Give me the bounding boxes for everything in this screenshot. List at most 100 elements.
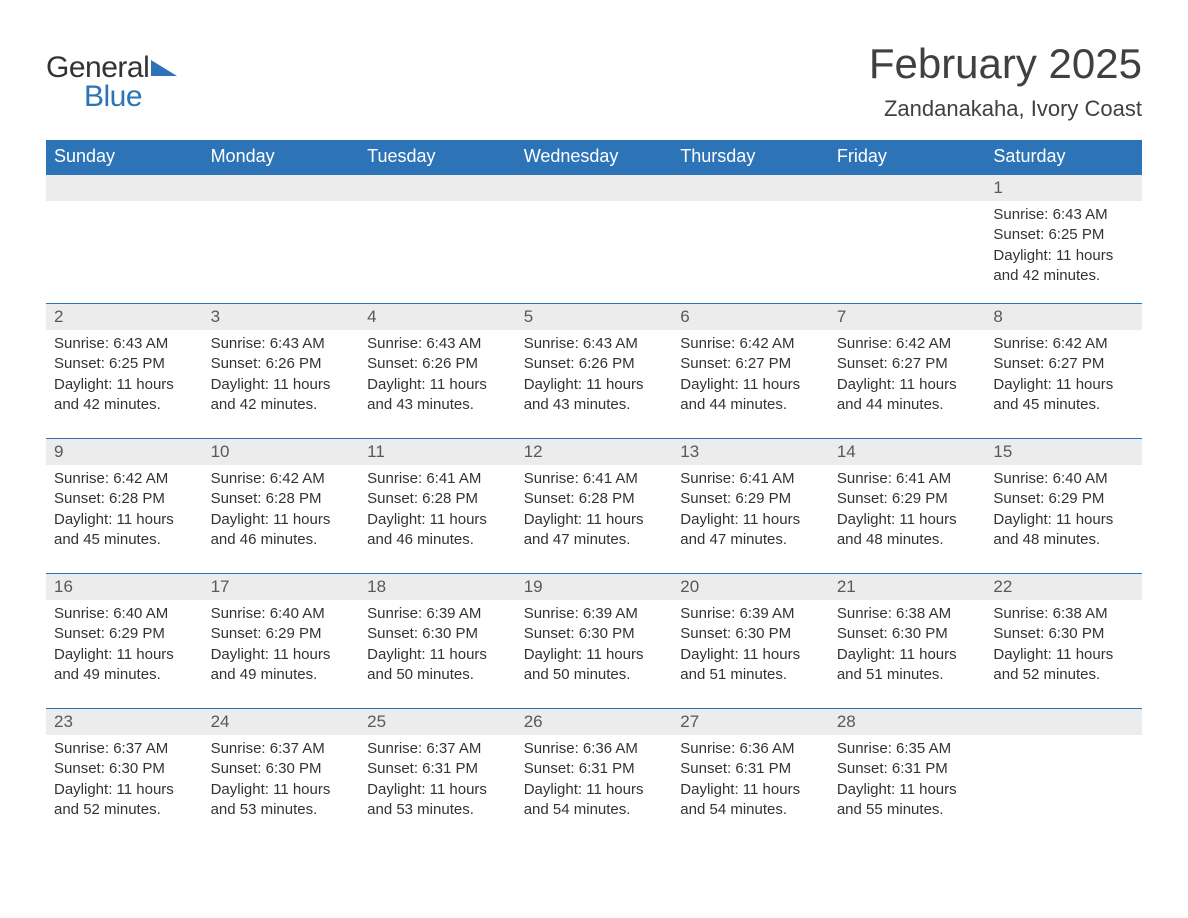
sunset-text: Sunset: 6:30 PM bbox=[680, 624, 821, 644]
daylight-text: Daylight: 11 hours and 48 minutes. bbox=[993, 510, 1134, 551]
sunrise-text: Sunrise: 6:42 AM bbox=[993, 334, 1134, 354]
day-number: 4 bbox=[359, 304, 516, 330]
sunset-text: Sunset: 6:31 PM bbox=[837, 759, 978, 779]
day-cell: 9 Sunrise: 6:42 AMSunset: 6:28 PMDaylight… bbox=[46, 439, 203, 573]
day-number bbox=[46, 175, 203, 201]
week-row: 2Sunrise: 6:43 AMSunset: 6:25 PMDaylight… bbox=[46, 303, 1142, 438]
daylight-text: Daylight: 11 hours and 54 minutes. bbox=[524, 780, 665, 821]
day-number: 14 bbox=[829, 439, 986, 465]
day-number bbox=[203, 175, 360, 201]
day-detail: Sunrise: 6:41 AMSunset: 6:28 PMDaylight:… bbox=[367, 469, 508, 550]
daylight-text: Daylight: 11 hours and 55 minutes. bbox=[837, 780, 978, 821]
sunrise-text: Sunrise: 6:41 AM bbox=[524, 469, 665, 489]
sunset-text: Sunset: 6:30 PM bbox=[367, 624, 508, 644]
daylight-text: Daylight: 11 hours and 50 minutes. bbox=[524, 645, 665, 686]
day-detail: Sunrise: 6:36 AMSunset: 6:31 PMDaylight:… bbox=[524, 739, 665, 820]
sunrise-text: Sunrise: 6:38 AM bbox=[993, 604, 1134, 624]
sunset-text: Sunset: 6:31 PM bbox=[367, 759, 508, 779]
sunset-text: Sunset: 6:29 PM bbox=[837, 489, 978, 509]
sunset-text: Sunset: 6:27 PM bbox=[993, 354, 1134, 374]
sunrise-text: Sunrise: 6:42 AM bbox=[54, 469, 195, 489]
day-cell bbox=[359, 175, 516, 303]
day-cell bbox=[203, 175, 360, 303]
daylight-text: Daylight: 11 hours and 53 minutes. bbox=[211, 780, 352, 821]
day-cell bbox=[985, 709, 1142, 843]
sunrise-text: Sunrise: 6:37 AM bbox=[211, 739, 352, 759]
daylight-text: Daylight: 11 hours and 45 minutes. bbox=[993, 375, 1134, 416]
sunset-text: Sunset: 6:31 PM bbox=[524, 759, 665, 779]
location: Zandanakaha, Ivory Coast bbox=[869, 96, 1142, 122]
sunset-text: Sunset: 6:29 PM bbox=[680, 489, 821, 509]
day-cell: 14 Sunrise: 6:41 AMSunset: 6:29 PMDayligh… bbox=[829, 439, 986, 573]
daylight-text: Daylight: 11 hours and 53 minutes. bbox=[367, 780, 508, 821]
sunset-text: Sunset: 6:29 PM bbox=[54, 624, 195, 644]
daylight-text: Daylight: 11 hours and 48 minutes. bbox=[837, 510, 978, 551]
day-detail: Sunrise: 6:42 AMSunset: 6:27 PMDaylight:… bbox=[993, 334, 1134, 415]
day-number: 22 bbox=[985, 574, 1142, 600]
sunset-text: Sunset: 6:27 PM bbox=[837, 354, 978, 374]
daylight-text: Daylight: 11 hours and 51 minutes. bbox=[680, 645, 821, 686]
day-detail: Sunrise: 6:43 AMSunset: 6:26 PMDaylight:… bbox=[524, 334, 665, 415]
day-cell bbox=[46, 175, 203, 303]
day-detail: Sunrise: 6:41 AMSunset: 6:28 PMDaylight:… bbox=[524, 469, 665, 550]
day-cell: 11 Sunrise: 6:41 AMSunset: 6:28 PMDayligh… bbox=[359, 439, 516, 573]
daylight-text: Daylight: 11 hours and 42 minutes. bbox=[54, 375, 195, 416]
day-number: 10 bbox=[203, 439, 360, 465]
day-number: 3 bbox=[203, 304, 360, 330]
day-number: 27 bbox=[672, 709, 829, 735]
weekday-header: Tuesday bbox=[359, 140, 516, 175]
sunset-text: Sunset: 6:29 PM bbox=[993, 489, 1134, 509]
day-detail: Sunrise: 6:40 AMSunset: 6:29 PMDaylight:… bbox=[993, 469, 1134, 550]
weekday-header: Wednesday bbox=[516, 140, 673, 175]
sunset-text: Sunset: 6:28 PM bbox=[367, 489, 508, 509]
daylight-text: Daylight: 11 hours and 49 minutes. bbox=[211, 645, 352, 686]
day-cell: 19Sunrise: 6:39 AMSunset: 6:30 PMDayligh… bbox=[516, 574, 673, 708]
sunrise-text: Sunrise: 6:43 AM bbox=[524, 334, 665, 354]
day-cell: 3 Sunrise: 6:43 AMSunset: 6:26 PMDaylight… bbox=[203, 304, 360, 438]
sunrise-text: Sunrise: 6:40 AM bbox=[211, 604, 352, 624]
day-detail: Sunrise: 6:43 AMSunset: 6:26 PMDaylight:… bbox=[367, 334, 508, 415]
day-cell: 27Sunrise: 6:36 AMSunset: 6:31 PMDayligh… bbox=[672, 709, 829, 843]
daylight-text: Daylight: 11 hours and 45 minutes. bbox=[54, 510, 195, 551]
day-number bbox=[516, 175, 673, 201]
day-number: 2 bbox=[46, 304, 203, 330]
sunset-text: Sunset: 6:28 PM bbox=[524, 489, 665, 509]
daylight-text: Daylight: 11 hours and 46 minutes. bbox=[211, 510, 352, 551]
sunrise-text: Sunrise: 6:39 AM bbox=[680, 604, 821, 624]
daylight-text: Daylight: 11 hours and 42 minutes. bbox=[993, 246, 1134, 287]
day-number: 13 bbox=[672, 439, 829, 465]
day-detail: Sunrise: 6:40 AMSunset: 6:29 PMDaylight:… bbox=[54, 604, 195, 685]
sunrise-text: Sunrise: 6:41 AM bbox=[837, 469, 978, 489]
week-row: 23Sunrise: 6:37 AMSunset: 6:30 PMDayligh… bbox=[46, 708, 1142, 843]
day-number: 26 bbox=[516, 709, 673, 735]
sunrise-text: Sunrise: 6:43 AM bbox=[54, 334, 195, 354]
sunrise-text: Sunrise: 6:43 AM bbox=[211, 334, 352, 354]
day-number: 1 bbox=[985, 175, 1142, 201]
logo: General Blue bbox=[46, 40, 177, 111]
calendar: Sunday Monday Tuesday Wednesday Thursday… bbox=[46, 140, 1142, 843]
day-detail: Sunrise: 6:42 AMSunset: 6:28 PMDaylight:… bbox=[54, 469, 195, 550]
day-number: 7 bbox=[829, 304, 986, 330]
sunset-text: Sunset: 6:25 PM bbox=[993, 225, 1134, 245]
day-detail: Sunrise: 6:42 AMSunset: 6:28 PMDaylight:… bbox=[211, 469, 352, 550]
day-cell: 26 Sunrise: 6:36 AMSunset: 6:31 PMDayligh… bbox=[516, 709, 673, 843]
day-detail: Sunrise: 6:41 AMSunset: 6:29 PMDaylight:… bbox=[837, 469, 978, 550]
day-detail: Sunrise: 6:35 AMSunset: 6:31 PMDaylight:… bbox=[837, 739, 978, 820]
day-cell: 1Sunrise: 6:43 AMSunset: 6:25 PMDaylight… bbox=[985, 175, 1142, 303]
day-detail: Sunrise: 6:37 AMSunset: 6:30 PMDaylight:… bbox=[54, 739, 195, 820]
day-number: 12 bbox=[516, 439, 673, 465]
day-cell: 7Sunrise: 6:42 AMSunset: 6:27 PMDaylight… bbox=[829, 304, 986, 438]
daylight-text: Daylight: 11 hours and 52 minutes. bbox=[54, 780, 195, 821]
day-cell: 2Sunrise: 6:43 AMSunset: 6:25 PMDaylight… bbox=[46, 304, 203, 438]
day-number: 9 bbox=[46, 439, 203, 465]
day-detail: Sunrise: 6:43 AMSunset: 6:26 PMDaylight:… bbox=[211, 334, 352, 415]
day-number bbox=[672, 175, 829, 201]
day-cell: 10 Sunrise: 6:42 AMSunset: 6:28 PMDayligh… bbox=[203, 439, 360, 573]
daylight-text: Daylight: 11 hours and 50 minutes. bbox=[367, 645, 508, 686]
day-cell: 6Sunrise: 6:42 AMSunset: 6:27 PMDaylight… bbox=[672, 304, 829, 438]
day-cell: 22Sunrise: 6:38 AMSunset: 6:30 PMDayligh… bbox=[985, 574, 1142, 708]
day-cell: 21Sunrise: 6:38 AMSunset: 6:30 PMDayligh… bbox=[829, 574, 986, 708]
daylight-text: Daylight: 11 hours and 44 minutes. bbox=[680, 375, 821, 416]
day-number: 11 bbox=[359, 439, 516, 465]
day-number: 5 bbox=[516, 304, 673, 330]
